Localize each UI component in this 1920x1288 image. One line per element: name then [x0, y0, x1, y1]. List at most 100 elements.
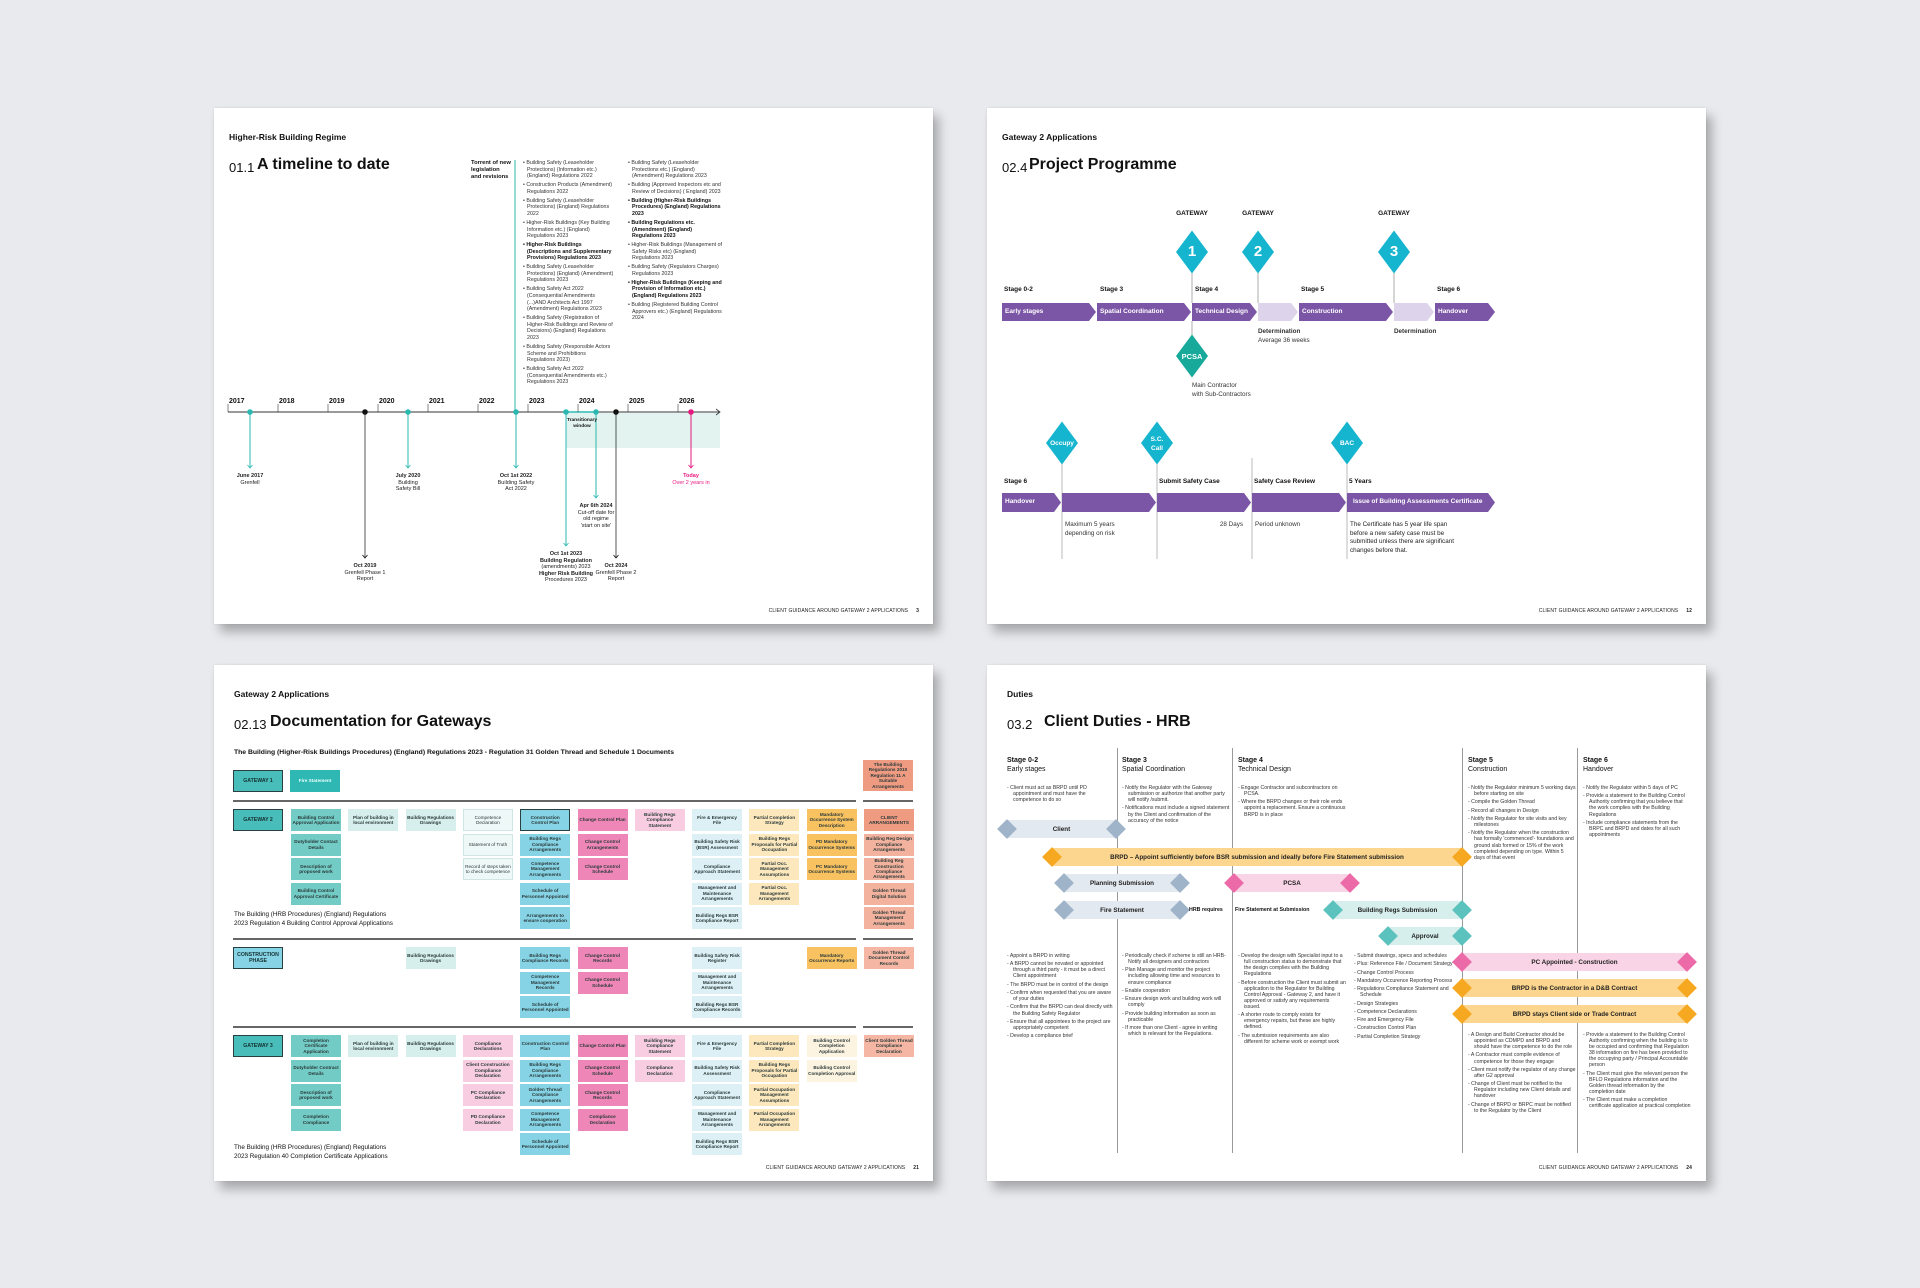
duty-bar-label: BRPD is the Contractor in a D&B Contract — [1511, 984, 1638, 992]
event-label: Oct 2019 Grenfell Phase 1 Report — [330, 563, 400, 583]
duty-item: Include compliance statements from the B… — [1583, 820, 1691, 838]
duty-item: Develop the design with Specialist input… — [1238, 953, 1346, 977]
document-cell: Building Regulations Drawings — [405, 947, 456, 969]
row-divider — [233, 938, 856, 940]
stage-segment — [1258, 303, 1298, 321]
duty-item: Construction Control Plan — [1354, 1025, 1462, 1031]
duty-item: A Design and Build Contractor should be … — [1468, 1032, 1576, 1050]
event-dot — [247, 409, 253, 415]
section-label: Duties — [1007, 689, 1033, 699]
duty-item: Mandatory Occurence Reporting Process — [1354, 978, 1462, 984]
event-detail: old regime — [583, 516, 609, 522]
duty-bar-label: Planning Submission — [1089, 879, 1155, 887]
duty-bar: Building Regs Submission — [1323, 900, 1472, 920]
document-cell: Building Regulations Drawings — [405, 809, 456, 831]
document-cell: Dutyholder Contact Details — [291, 833, 341, 856]
duty-bar-label: Client — [1052, 825, 1071, 833]
duty-item: Where the BRPD changes or their role end… — [1238, 799, 1346, 817]
legislation-list: Building Safety (Leaseholder Protections… — [628, 160, 722, 324]
diamond-end-icon — [1677, 952, 1697, 972]
diamond-end-icon — [1452, 900, 1472, 920]
duty-item: Ensure design work and building work wil… — [1122, 996, 1230, 1008]
stage-duties-top: Notify the Regulator with the Gateway su… — [1122, 785, 1230, 826]
event-detail: Over 2 years in — [672, 479, 710, 486]
stage-duties-top: Client must act as BRPD until PD appoint… — [1007, 785, 1115, 805]
event-detail: Building Regulation — [540, 557, 592, 564]
document-cell: Management and Maintenance Arrangements — [692, 1108, 743, 1131]
diamond-start-icon — [1054, 900, 1074, 920]
legislation-item: Building (Approved Inspectors etc and Re… — [628, 182, 722, 195]
programme-page: Gateway 2 Applications 02.4 Project Prog… — [987, 108, 1706, 624]
footer-text: CLIENT GUIDANCE AROUND GATEWAY 2 APPLICA… — [765, 1165, 906, 1171]
gateway-diamond — [1242, 230, 1274, 274]
legislation-item: Building Safety (Leaseholder Protections… — [523, 160, 615, 180]
document-cell: Dutyholder Contract Details — [291, 1059, 341, 1082]
event-date: Oct 1st 2023 — [549, 551, 583, 557]
milestone-text: Call — [1151, 445, 1163, 452]
event-arrow-icon — [593, 494, 599, 499]
diamond-end-icon — [1340, 873, 1360, 893]
milestone-label: Occupy — [1042, 439, 1082, 448]
document-cell: Change Control Plan — [577, 809, 628, 831]
legislation-item: Building Safety (Responsible Actors Sche… — [523, 344, 615, 364]
certificate-note: The Certificate has 5 year life span bef… — [1350, 521, 1454, 554]
document-cell: Building Regs BSR Compliance Report — [692, 907, 743, 929]
document-cell: Building Reg Design Compliance Arrangeme… — [864, 833, 914, 856]
determination-duration: Average 36 weeks — [1258, 336, 1310, 344]
gateway-label: GATEWAY — [1378, 210, 1410, 217]
legislation-item: Building Safety (Regulators Charges) Reg… — [628, 264, 722, 277]
stage-subtitle: Early stages — [1007, 766, 1046, 773]
event-detail: Building Safety — [497, 479, 535, 486]
document-cell: Record of steps taken to check competenc… — [462, 858, 513, 880]
page-title: Project Programme — [1029, 156, 1177, 173]
document-cell: Construction Control Plan — [520, 809, 571, 831]
legislation-item: Higher-Risk Buildings (Keeping and Provi… — [628, 280, 722, 300]
duty-item: The Client must make a completion certif… — [1583, 1097, 1691, 1109]
duty-item: Provide building information as soon as … — [1122, 1011, 1230, 1023]
milestone-text: Occupy — [1050, 440, 1074, 447]
diamond-start-icon — [1224, 873, 1244, 893]
pcsa-note-line: Main Contractor — [1192, 382, 1237, 389]
page-number: 21 — [913, 1165, 919, 1171]
event-detail: Grenfell Phase 2 — [595, 569, 637, 576]
stage-heading: Stage 5 Construction — [1468, 756, 1507, 774]
column-divider — [1462, 748, 1463, 1153]
legislation-item: Building Safety Act 2022 (Consequential … — [523, 286, 615, 312]
event-date: Oct 1st 2022 — [499, 473, 533, 479]
legislation-item: Building Regulations etc. (Amendment) (E… — [628, 220, 722, 240]
stage-heading: Stage 0-2 Early stages — [1007, 756, 1046, 774]
stage-segment-label: Technical Design — [1195, 308, 1248, 315]
event-label: Today Over 2 years in — [656, 473, 726, 486]
section-number: 01.1 — [229, 160, 255, 175]
milestone-label: BAC — [1327, 439, 1367, 448]
document-cell: Fire Statement — [290, 770, 340, 792]
legislation-heading: Torrent of new legislation and revisions — [471, 160, 511, 181]
duty-bar: BRPD – Appoint sufficiently before BSR s… — [1042, 847, 1472, 867]
duty-item: The Client must give the relevant person… — [1583, 1071, 1691, 1095]
duty-item: Regulations Compliance Statement and Sch… — [1354, 986, 1462, 998]
document-cell: Building Regs Compliance Records — [520, 947, 571, 969]
documentation-page: Gateway 2 Applications 02.13 Documentati… — [214, 665, 933, 1181]
footer-text: CLIENT GUIDANCE AROUND GATEWAY 2 APPLICA… — [768, 608, 909, 614]
document-cell: Building Control Approval Application — [291, 809, 341, 831]
document-cell: Schedule of Personnel Appointed — [520, 996, 571, 1018]
document-cell: CLIENT ARRANGEMENTS — [864, 809, 914, 831]
determination-note: Determination — [1394, 328, 1436, 337]
timeline-page: Higher-Risk Building Regime 01.1 A timel… — [214, 108, 933, 624]
stage-segment-label: Early stages — [1005, 308, 1044, 315]
event-arrow-icon — [563, 542, 569, 547]
event-dot — [362, 409, 368, 415]
duty-item: Client must act as BRPD until PD appoint… — [1007, 785, 1115, 803]
legislation-item: Building Safety (Leaseholder Protections… — [523, 264, 615, 284]
duty-item: The BRPD must be in control of the desig… — [1007, 982, 1115, 988]
row-divider — [233, 1026, 856, 1028]
gateway-1-label: GATEWAY 1 — [233, 770, 283, 792]
stage-duties-top: Engage Contractor and subcontractors on … — [1238, 785, 1346, 820]
row-label: GATEWAY 2 — [233, 809, 283, 831]
document-cell: Competence Management Arrangements — [520, 1108, 571, 1131]
column-divider — [1577, 748, 1578, 1153]
max-years-note: Maximum 5 years depending on risk — [1065, 521, 1115, 538]
stage-duties-top: Notify the Regulator within 5 days of PC… — [1583, 785, 1691, 840]
document-cell: Arrangements to ensure cooperation — [520, 907, 571, 929]
duties-page: Duties 03.2 Client Duties - HRB CLIENT G… — [987, 665, 1706, 1181]
